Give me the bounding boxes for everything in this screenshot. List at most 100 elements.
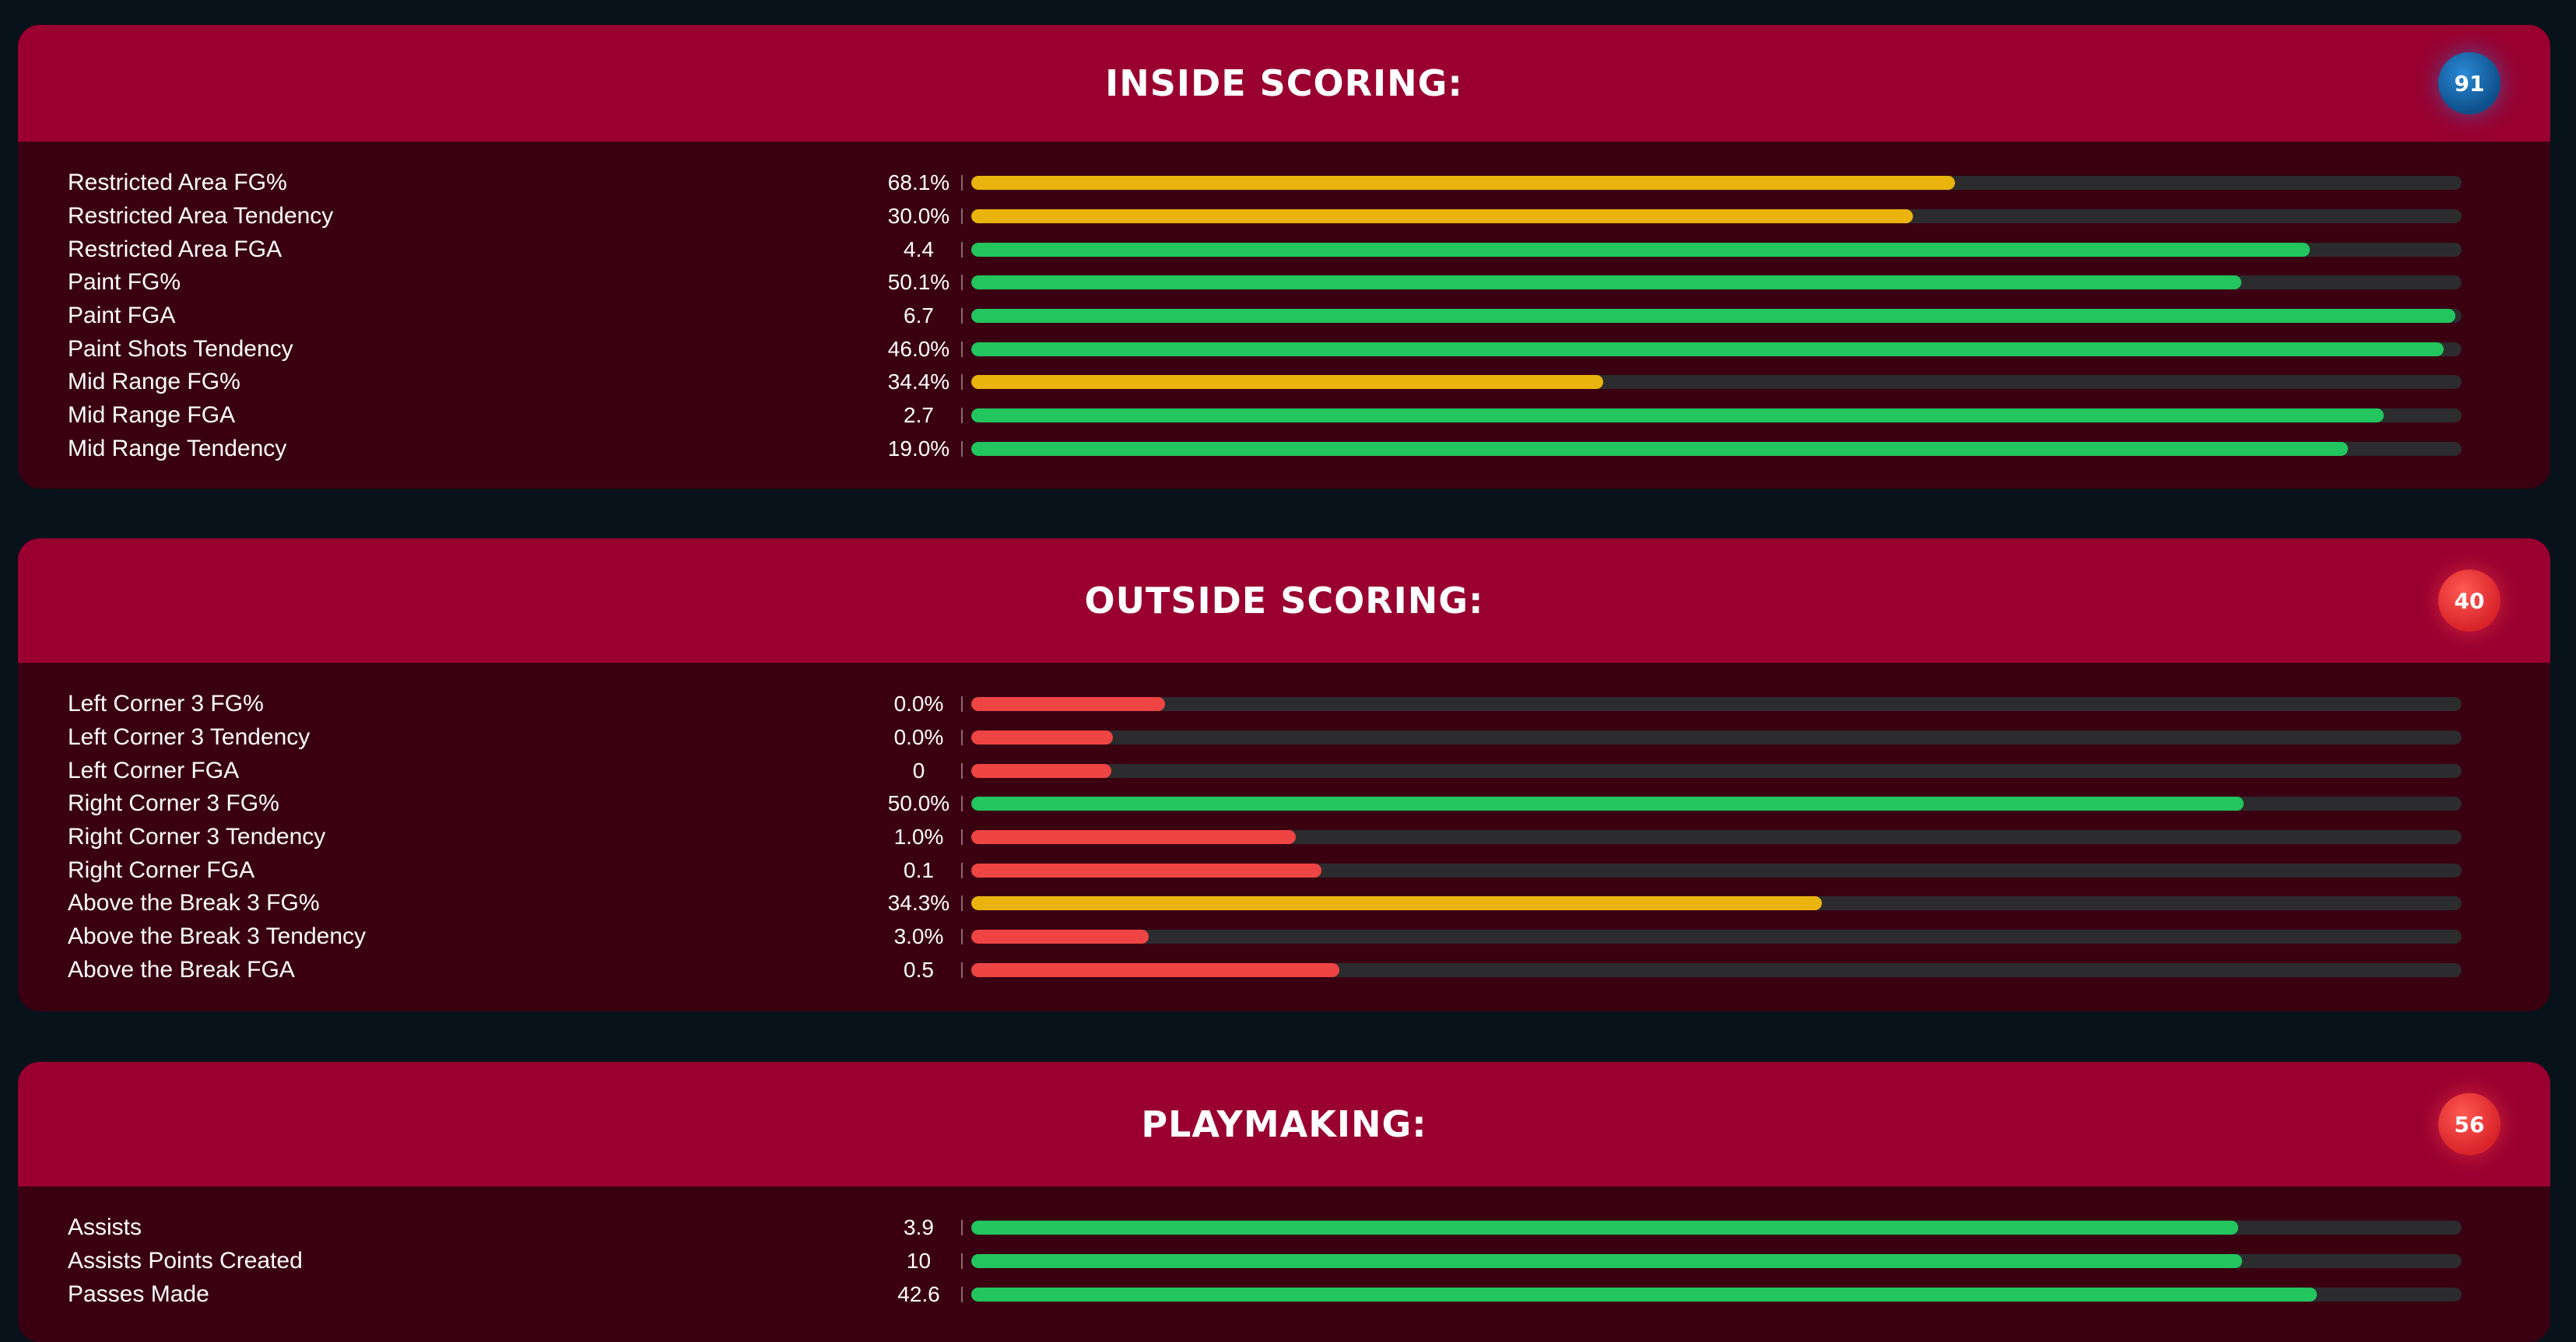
- value-separator: [961, 175, 963, 191]
- stat-bar-fill: [971, 176, 1955, 191]
- section-outside-scoring: OUTSIDE SCORING: 40 Left Corner 3 FG% 0.0…: [18, 538, 2550, 1011]
- stat-value: 30.0%: [887, 204, 950, 229]
- section-header: OUTSIDE SCORING: 40: [18, 538, 2550, 663]
- stat-label: Left Corner 3 Tendency: [68, 724, 311, 751]
- stat-label: Assists Points Created: [68, 1248, 303, 1274]
- stat-bar-track: [971, 176, 2462, 191]
- stat-value: 50.1%: [887, 270, 950, 295]
- stat-row: Restricted Area Tendency 30.0%: [18, 200, 2550, 233]
- value-separator: [961, 796, 963, 812]
- stat-label: Right Corner 3 Tendency: [68, 824, 326, 850]
- stat-label: Assists: [68, 1214, 142, 1241]
- stat-bar-track: [971, 309, 2462, 324]
- stat-label: Above the Break FGA: [68, 956, 295, 983]
- stat-label: Mid Range FGA: [68, 402, 236, 429]
- stat-label: Above the Break 3 Tendency: [68, 923, 367, 950]
- value-separator: [961, 696, 963, 713]
- stat-row: Mid Range FG% 34.4%: [18, 366, 2550, 399]
- stat-row: Restricted Area FG% 68.1%: [18, 166, 2550, 200]
- stat-bar-fill: [971, 275, 2241, 290]
- stat-row: Left Corner 3 Tendency 0.0%: [18, 721, 2550, 755]
- stat-bar-track: [971, 441, 2462, 456]
- stat-value: 42.6: [897, 1281, 940, 1306]
- stat-value: 68.1%: [887, 170, 950, 195]
- stat-value: 6.7: [904, 303, 934, 328]
- value-separator: [961, 862, 963, 878]
- stat-label: Left Corner FGA: [68, 757, 240, 783]
- stat-label: Above the Break 3 FG%: [68, 890, 320, 916]
- section-header: PLAYMAKING: 56: [18, 1062, 2550, 1186]
- stat-value: 4.4: [904, 237, 934, 261]
- stat-rows: Assists 3.9 Assists Points Created 10 Passes…: [18, 1186, 2550, 1326]
- stat-row: Assists 3.9: [18, 1211, 2550, 1245]
- stat-bar-track: [971, 1287, 2462, 1302]
- stat-bar-track: [971, 697, 2462, 712]
- value-separator: [961, 440, 963, 457]
- stat-bar-fill: [971, 962, 1339, 977]
- stat-value: 0.5: [904, 957, 934, 982]
- stat-bar-track: [971, 342, 2462, 356]
- stat-label: Right Corner FGA: [68, 857, 255, 883]
- stat-bar-track: [971, 930, 2462, 944]
- stat-row: Right Corner FGA 0.1: [18, 853, 2550, 887]
- value-separator: [961, 829, 963, 846]
- value-separator: [961, 341, 963, 357]
- stat-bar-fill: [971, 863, 1322, 878]
- stats-page: INSIDE SCORING: 91 Restricted Area FG% 68…: [18, 25, 2550, 1342]
- stat-value: 10: [906, 1249, 932, 1274]
- stat-bar-fill: [971, 375, 1603, 390]
- stat-label: Passes Made: [68, 1281, 209, 1307]
- stat-row: Passes Made 42.6: [18, 1277, 2550, 1311]
- stat-bar-track: [971, 242, 2462, 257]
- rating-badge: 56: [2438, 1093, 2501, 1155]
- stat-bar-track: [971, 731, 2462, 745]
- stat-bar-track: [971, 1221, 2462, 1235]
- stat-bar-track: [971, 275, 2462, 290]
- stat-row: Restricted Area FGA 4.4: [18, 233, 2550, 266]
- stat-row: Right Corner 3 FG% 50.0%: [18, 787, 2550, 821]
- value-separator: [961, 962, 963, 978]
- value-separator: [961, 308, 963, 324]
- stat-row: Mid Range FGA 2.7: [18, 399, 2550, 433]
- stat-bar-fill: [971, 930, 1149, 944]
- stat-value: 1.0%: [893, 825, 944, 850]
- section-playmaking: PLAYMAKING: 56 Assists 3.9 Assists Points …: [18, 1062, 2550, 1342]
- stat-row: Right Corner 3 Tendency 1.0%: [18, 821, 2550, 854]
- stat-value: 0.1: [904, 857, 934, 882]
- stat-bar-fill: [971, 830, 1297, 845]
- stat-value: 0: [912, 758, 925, 783]
- stat-bar-fill: [971, 242, 2310, 257]
- stat-label: Mid Range FG%: [68, 369, 240, 395]
- stat-row: Mid Range Tendency 19.0%: [18, 433, 2550, 466]
- value-separator: [961, 730, 963, 746]
- stat-row: Left Corner 3 FG% 0.0%: [18, 688, 2550, 721]
- stat-value: 46.0%: [887, 336, 950, 361]
- stat-bar-track: [971, 896, 2462, 911]
- stat-rows: Left Corner 3 FG% 0.0% Left Corner 3 Tende…: [18, 663, 2550, 1002]
- stat-bar-fill: [971, 1254, 2243, 1269]
- stat-label: Left Corner 3 FG%: [68, 691, 264, 717]
- stat-label: Restricted Area FGA: [68, 236, 283, 262]
- value-separator: [961, 208, 963, 225]
- stat-label: Restricted Area Tendency: [68, 203, 334, 230]
- stat-row: Paint Shots Tendency 46.0%: [18, 332, 2550, 366]
- stat-row: Left Corner FGA 0: [18, 754, 2550, 787]
- stat-value: 0.0%: [893, 692, 944, 717]
- stat-bar-fill: [971, 1287, 2318, 1302]
- stat-bar-track: [971, 209, 2462, 224]
- stat-bar-fill: [971, 797, 2244, 811]
- stat-row: Above the Break 3 Tendency 3.0%: [18, 920, 2550, 954]
- value-separator: [961, 929, 963, 945]
- rating-badge: 40: [2438, 569, 2501, 632]
- stat-bar-track: [971, 797, 2462, 811]
- stat-bar-fill: [971, 763, 1111, 778]
- value-separator: [961, 1220, 963, 1236]
- stat-value: 19.0%: [887, 436, 950, 461]
- section-header: INSIDE SCORING: 91: [18, 25, 2550, 142]
- stat-value: 34.3%: [887, 891, 950, 916]
- rating-badge: 91: [2438, 52, 2501, 114]
- stat-rows: Restricted Area FG% 68.1% Restricted Area …: [18, 142, 2550, 481]
- value-separator: [961, 895, 963, 912]
- value-separator: [961, 241, 963, 258]
- stat-row: Above the Break 3 FG% 34.3%: [18, 887, 2550, 920]
